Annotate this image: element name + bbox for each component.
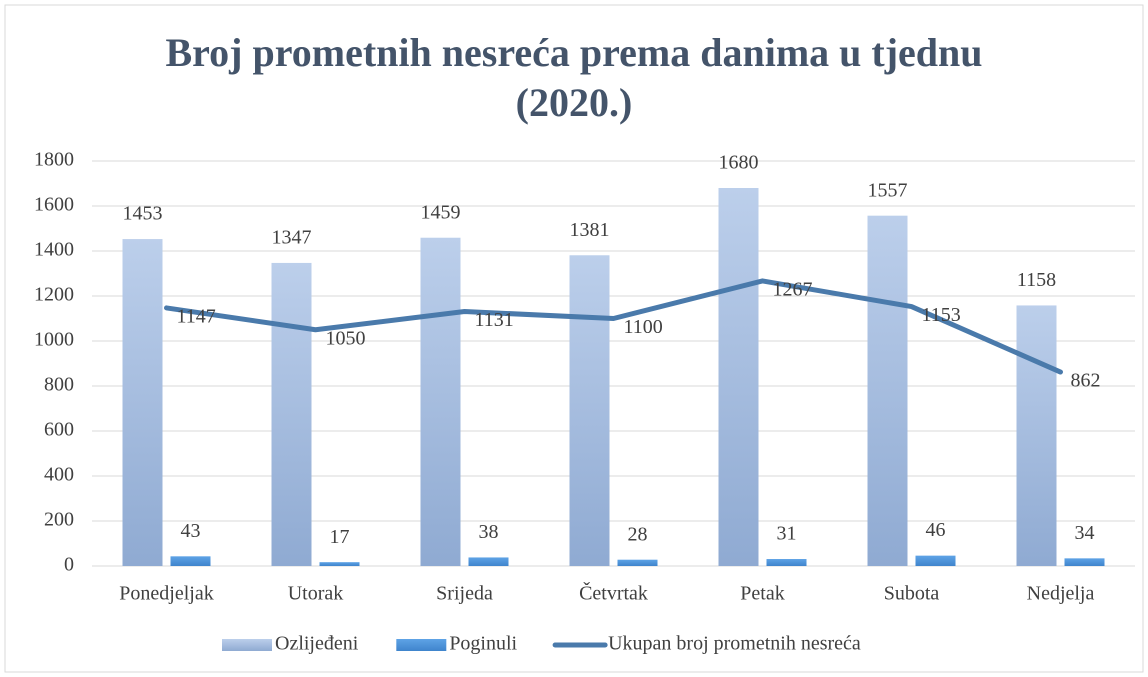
data-label: 1459 bbox=[421, 201, 461, 223]
y-tick-label: 1600 bbox=[34, 194, 74, 216]
bar bbox=[319, 562, 360, 566]
chart-title: Broj prometnih nesreća prema danima u tj… bbox=[165, 30, 983, 125]
data-label: 34 bbox=[1075, 522, 1095, 544]
bar bbox=[271, 262, 312, 566]
bar bbox=[1064, 558, 1105, 566]
x-tick-label: Subota bbox=[884, 583, 940, 605]
bar bbox=[867, 215, 908, 567]
data-label: 1158 bbox=[1017, 269, 1056, 291]
bar bbox=[766, 559, 807, 566]
data-label: 1680 bbox=[719, 152, 759, 174]
y-tick-label: 0 bbox=[64, 554, 74, 576]
data-label: 1100 bbox=[624, 316, 663, 338]
data-label: 1131 bbox=[475, 309, 514, 331]
chart-border bbox=[4, 4, 1144, 673]
y-tick-label: 1800 bbox=[34, 149, 74, 171]
bar bbox=[718, 188, 759, 566]
legend-swatch bbox=[396, 639, 447, 651]
data-label: 31 bbox=[777, 523, 797, 545]
data-label: 1557 bbox=[868, 179, 908, 201]
legend-label: Ozlijeđeni bbox=[275, 633, 359, 655]
y-tick-label: 1000 bbox=[34, 329, 74, 351]
data-label: 17 bbox=[330, 526, 350, 548]
x-tick-label: Ponedjeljak bbox=[119, 583, 213, 605]
x-tick-label: Utorak bbox=[288, 583, 344, 605]
y-tick-label: 1200 bbox=[34, 284, 74, 306]
legend-swatch bbox=[222, 639, 272, 651]
bar bbox=[420, 237, 461, 566]
data-label: 43 bbox=[181, 520, 201, 542]
bar bbox=[617, 559, 658, 566]
data-label: 38 bbox=[479, 521, 499, 543]
data-label: 1153 bbox=[922, 304, 961, 326]
bar bbox=[569, 255, 610, 566]
y-tick-label: 400 bbox=[44, 464, 74, 486]
data-label: 1381 bbox=[570, 219, 610, 241]
legend-label: Ukupan broj prometnih nesreća bbox=[608, 633, 861, 655]
bar bbox=[468, 557, 509, 566]
data-label: 46 bbox=[926, 519, 946, 541]
legend-label: Poginuli bbox=[449, 633, 517, 655]
data-label: 862 bbox=[1071, 370, 1101, 392]
bar bbox=[122, 239, 163, 566]
x-tick-label: Srijeda bbox=[436, 583, 493, 605]
data-label: 1347 bbox=[272, 227, 312, 249]
x-tick-label: Četvrtak bbox=[579, 581, 648, 605]
bar bbox=[1016, 305, 1057, 566]
line bbox=[164, 278, 1063, 375]
data-label: 1147 bbox=[177, 306, 216, 328]
data-label: 1050 bbox=[326, 327, 366, 349]
y-tick-label: 800 bbox=[44, 374, 74, 396]
data-label: 1267 bbox=[773, 279, 813, 301]
data-label: 28 bbox=[628, 523, 648, 545]
bar bbox=[170, 556, 211, 566]
y-tick-label: 200 bbox=[44, 509, 74, 531]
bar bbox=[915, 555, 956, 566]
y-tick-label: 1400 bbox=[34, 239, 74, 261]
x-tick-label: Nedjelja bbox=[1027, 583, 1095, 605]
x-tick-label: Petak bbox=[740, 583, 784, 605]
data-label: 1453 bbox=[123, 203, 163, 225]
y-tick-label: 600 bbox=[44, 419, 74, 441]
